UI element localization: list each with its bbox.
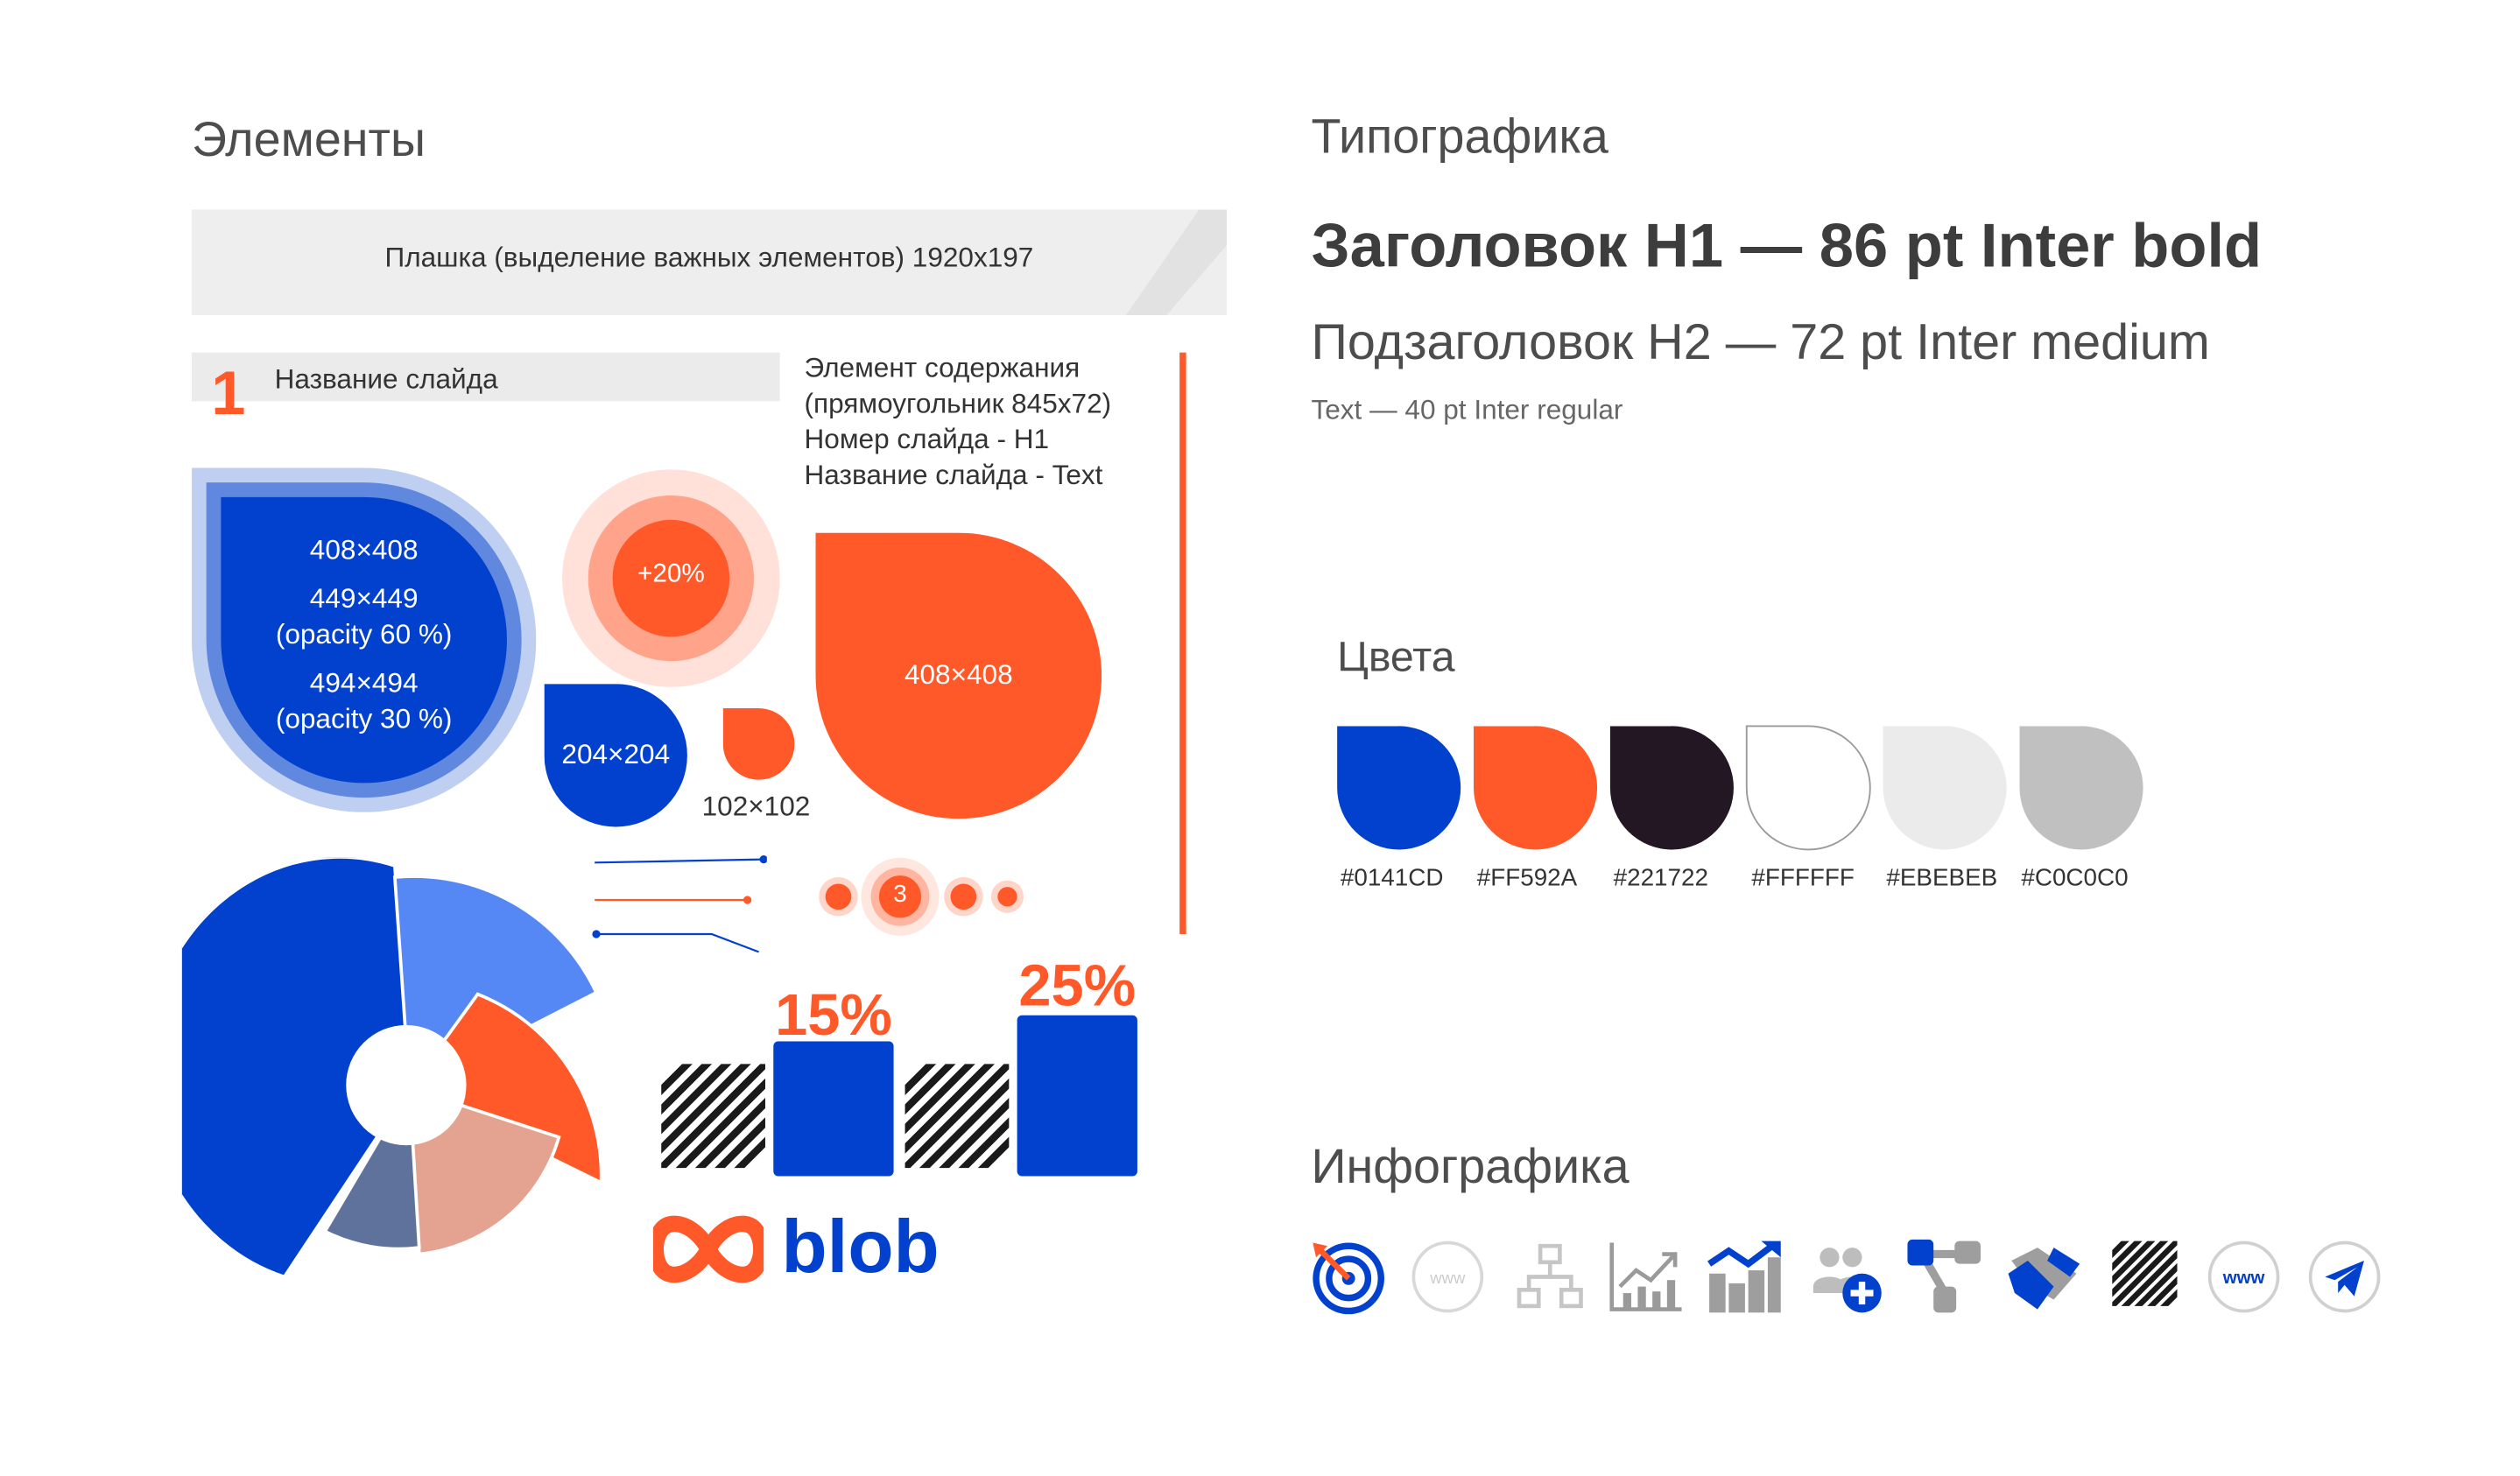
contents-desc-line: Название слайда - Text [804, 460, 1103, 491]
telegram-icon [2308, 1241, 2381, 1313]
blob-label: 449×449 [309, 583, 419, 615]
swatch-ebebeb [1883, 726, 2007, 850]
swatch-0141cd [1337, 726, 1461, 850]
growth-chart-filled-icon [1707, 1241, 1781, 1313]
swatch-label: #0141CD [1340, 864, 1444, 892]
swatch-221722 [1609, 726, 1734, 850]
logo-text: blob [781, 1203, 940, 1289]
bar-right [1017, 1015, 1137, 1177]
orange-divider [1179, 352, 1186, 934]
contents-desc-line: Номер слайда - H1 [804, 424, 1050, 455]
donut-chart [181, 857, 603, 1279]
connector-lines [592, 854, 767, 953]
swatch-label: #EBEBEB [1886, 864, 1998, 892]
bar-left-value: 15% [775, 980, 892, 1048]
elements-section-title: Элементы [191, 113, 426, 168]
logo-infinity-icon [652, 1215, 764, 1283]
blob-label: (opacity 30 %) [275, 703, 453, 734]
contents-description: Элемент содержания (прямоугольник 845x72… [805, 351, 1112, 494]
hatch-block-right [905, 1064, 1010, 1169]
hatch-pattern-icon [2112, 1241, 2178, 1306]
highlight-banner: Плашка (выделение важных элементов) 1920… [191, 209, 1227, 315]
handshake-icon [2008, 1248, 2080, 1310]
banner-label: Плашка (выделение важных элементов) 1920… [384, 242, 1034, 273]
colors-section-title: Цвета [1337, 631, 1455, 681]
typography-section-title: Типографика [1311, 110, 1608, 165]
orange-blob-label: 408×408 [904, 659, 1013, 691]
blob-label: 408×408 [309, 534, 419, 566]
blob-408 [221, 496, 507, 784]
h2-sample-part: Подзаголовок H2 — 72 pt [1311, 313, 1903, 371]
www-circle-icon: www [2207, 1241, 2280, 1313]
blob-label: 494×494 [309, 667, 419, 699]
contents-item: 1 Название слайда [191, 352, 780, 429]
bar-right-value: 25% [1018, 952, 1137, 1019]
blob-label: (opacity 60 %) [275, 618, 453, 650]
blob-102-label: 102×102 [701, 791, 811, 822]
orange-blob [815, 532, 1102, 819]
contents-desc-line: (прямоугольник 845x72) [804, 388, 1112, 419]
add-users-icon [1813, 1248, 1882, 1313]
blob-204 [544, 684, 687, 827]
growth-chart-outline-icon [1609, 1242, 1682, 1311]
infographic-icon-row: www [1308, 1238, 2387, 1316]
slide-title: Название слайда [274, 363, 498, 395]
swatch-label: #C0C0C0 [2021, 864, 2129, 892]
color-swatches [1337, 725, 2143, 851]
percent-circle [562, 469, 780, 687]
h2-sample: Подзаголовок H2 — 72 pt Inter medium [1311, 313, 2209, 372]
swatch-label: #FFFFFF [1751, 864, 1855, 892]
bullet-number: 3 [893, 880, 907, 909]
percent-circle-label: +20% [637, 560, 705, 588]
blob-102 [722, 708, 795, 780]
blue-blob-labels: 408×408 449×449 (opacity 60 %) 494×494 (… [241, 533, 488, 738]
bar-left [773, 1041, 894, 1177]
h2-sample-font: Inter medium [1916, 313, 2210, 371]
swatch-ff592a [1474, 726, 1598, 850]
swatch-label: #221722 [1613, 864, 1708, 892]
bullet-dots [819, 857, 1024, 936]
h1-sample: Заголовок H1 — 86 pt Inter bold [1311, 213, 2263, 282]
hierarchy-icon [1517, 1243, 1583, 1309]
swatch-ffffff [1745, 725, 1871, 851]
blob-204-label: 204×204 [561, 739, 671, 770]
svg-text:www: www [1429, 1269, 1466, 1287]
infographics-section-title: Инфографика [1311, 1140, 1630, 1194]
slide-number: 1 [211, 360, 246, 429]
target-icon [1313, 1242, 1384, 1315]
swatch-label: #FF592A [1476, 864, 1578, 892]
connection-icon [1907, 1239, 1981, 1313]
contents-desc-line: Элемент содержания [804, 352, 1081, 383]
www-outline-icon: www [1411, 1241, 1484, 1313]
hatch-block-left [661, 1064, 765, 1169]
banner-stripe-decoration [1125, 209, 1227, 315]
text-sample: Text — 40 pt Inter regular [1311, 394, 1623, 426]
blue-blob-stack [191, 467, 537, 812]
swatch-c0c0c0 [2019, 726, 2143, 850]
svg-text:www: www [2222, 1269, 2265, 1288]
